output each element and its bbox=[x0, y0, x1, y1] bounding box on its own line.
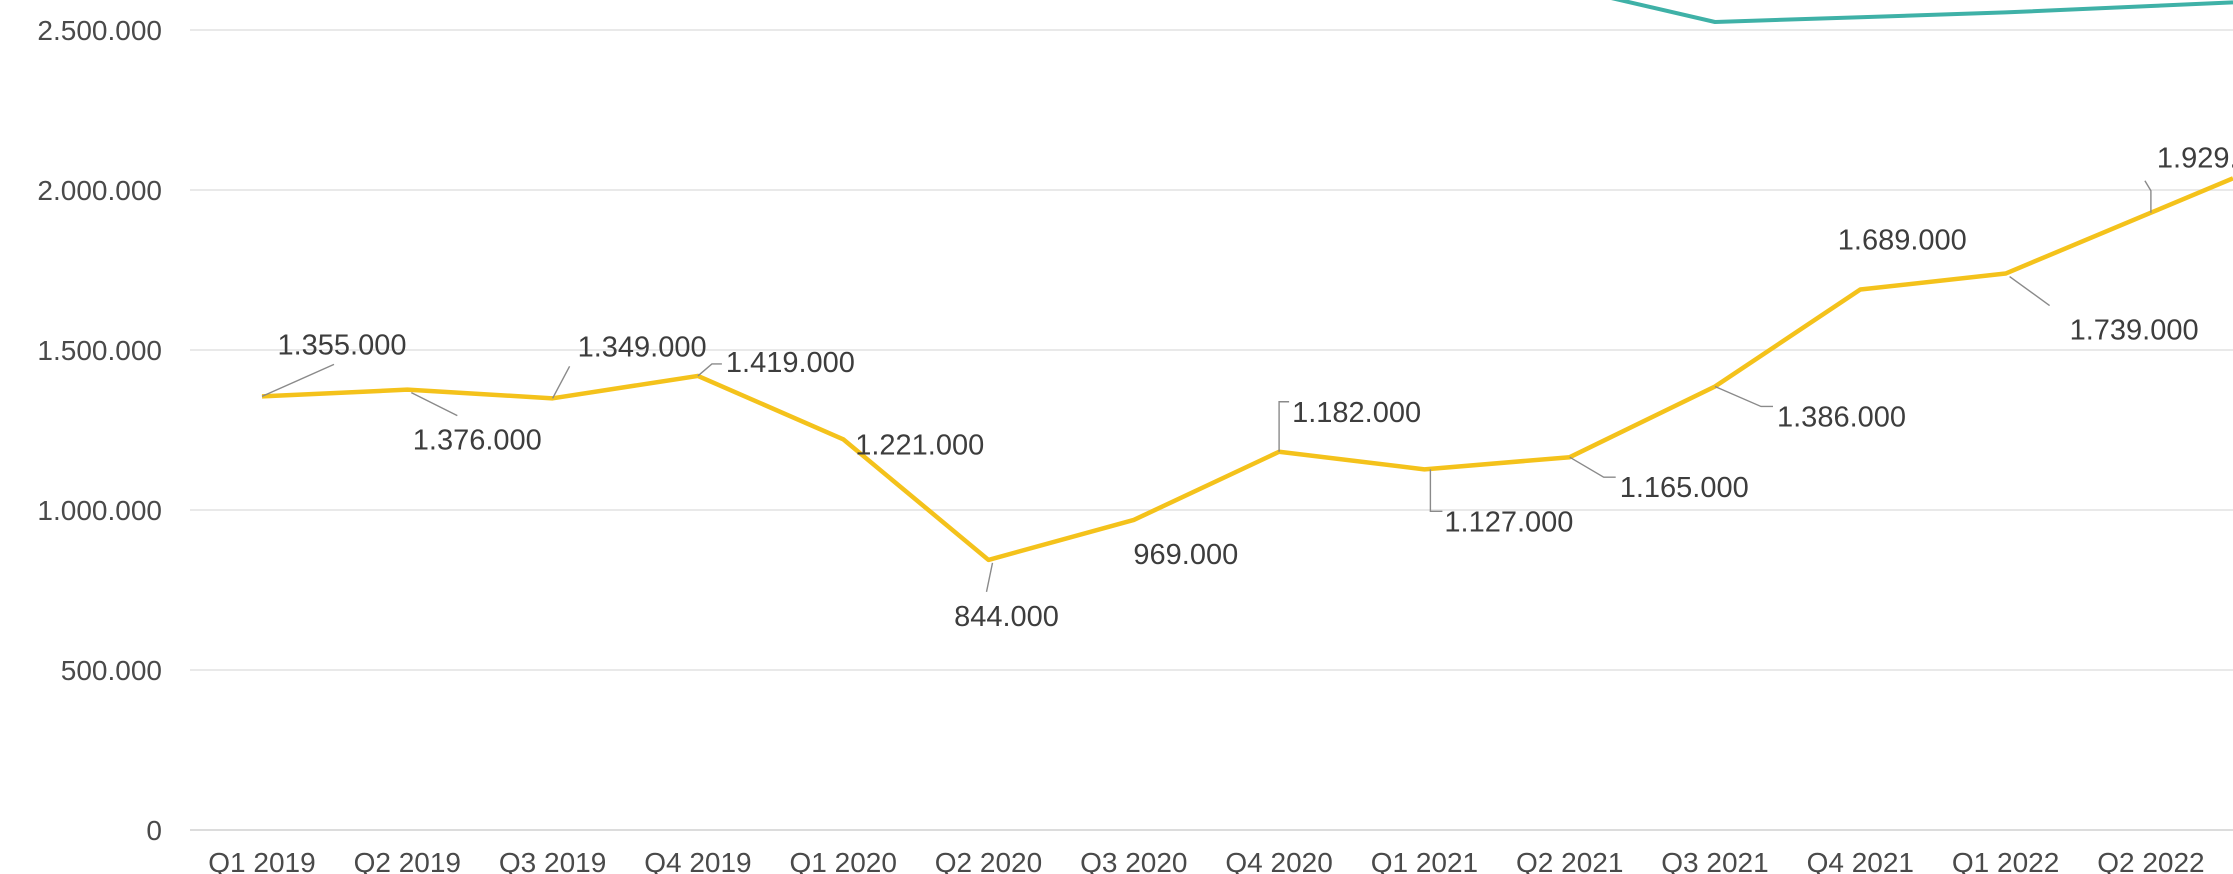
x-tick-label: Q4 2019 bbox=[644, 847, 751, 874]
data-label: 1.689.000 bbox=[1838, 225, 1967, 257]
data-label: 1.419.000 bbox=[726, 347, 855, 379]
gridlines bbox=[190, 29, 2233, 831]
label-leader-line bbox=[1569, 456, 1616, 478]
data-label: 1.929.000 bbox=[2157, 143, 2233, 175]
data-label: 1.349.000 bbox=[578, 331, 707, 363]
data-label: 1.355.000 bbox=[277, 329, 406, 361]
data-label: 1.221.000 bbox=[855, 429, 984, 461]
data-label: 969.000 bbox=[1133, 539, 1238, 571]
x-tick-label: Q3 2019 bbox=[499, 847, 606, 874]
x-tick-label: Q1 2019 bbox=[208, 847, 315, 874]
x-tick-label: Q1 2021 bbox=[1371, 847, 1478, 874]
label-leader-line bbox=[1429, 469, 1443, 513]
x-tick-label: Q2 2021 bbox=[1516, 847, 1623, 874]
data-label: 844.000 bbox=[954, 601, 1059, 633]
y-tick-label: 500.000 bbox=[61, 655, 162, 686]
label-leader-line bbox=[410, 392, 458, 417]
label-leader-line bbox=[1278, 401, 1290, 452]
x-axis: Q1 2019 Q2 2019 Q3 2019 Q4 2019 Q1 2020 Q2 20… bbox=[208, 847, 2204, 874]
data-label: 1.386.000 bbox=[1777, 401, 1906, 433]
data-label: 1.376.000 bbox=[413, 425, 542, 457]
data-labels: 1.355.000 1.376.000 1.349.000 1.419.000 1.22… bbox=[261, 143, 2233, 633]
label-leader-line bbox=[261, 363, 335, 398]
x-tick-label: Q1 2022 bbox=[1952, 847, 2059, 874]
label-leader-line bbox=[551, 365, 571, 399]
data-label: 1.182.000 bbox=[1292, 397, 1421, 429]
data-label: 1.165.000 bbox=[1620, 472, 1749, 504]
x-tick-label: Q3 2021 bbox=[1661, 847, 1768, 874]
y-tick-label: 2.000.000 bbox=[37, 175, 162, 206]
label-leader-line bbox=[2009, 275, 2051, 307]
x-tick-label: Q2 2022 bbox=[2097, 847, 2204, 874]
label-leader-line bbox=[697, 363, 722, 377]
x-tick-label: Q4 2020 bbox=[1225, 847, 1332, 874]
x-tick-label: Q3 2020 bbox=[1080, 847, 1187, 874]
y-tick-label: 0 bbox=[146, 815, 162, 846]
label-leader-line bbox=[1714, 385, 1773, 408]
y-tick-label: 1.000.000 bbox=[37, 495, 162, 526]
series-lines bbox=[261, 0, 2233, 563]
series-line-teal bbox=[1610, 0, 2233, 24]
x-tick-label: Q2 2020 bbox=[935, 847, 1042, 874]
label-leader-line bbox=[985, 562, 994, 593]
x-tick-label: Q2 2019 bbox=[354, 847, 461, 874]
y-axis: 0 500.000 1.000.000 1.500.000 2.000.000 2.500… bbox=[37, 15, 162, 846]
data-label: 1.739.000 bbox=[2070, 315, 2199, 347]
x-tick-label: Q4 2021 bbox=[1807, 847, 1914, 874]
y-tick-label: 2.500.000 bbox=[37, 15, 162, 46]
data-label: 1.127.000 bbox=[1444, 506, 1573, 538]
label-leader-line bbox=[2144, 180, 2152, 213]
x-tick-label: Q1 2020 bbox=[789, 847, 896, 874]
y-tick-label: 1.500.000 bbox=[37, 335, 162, 366]
